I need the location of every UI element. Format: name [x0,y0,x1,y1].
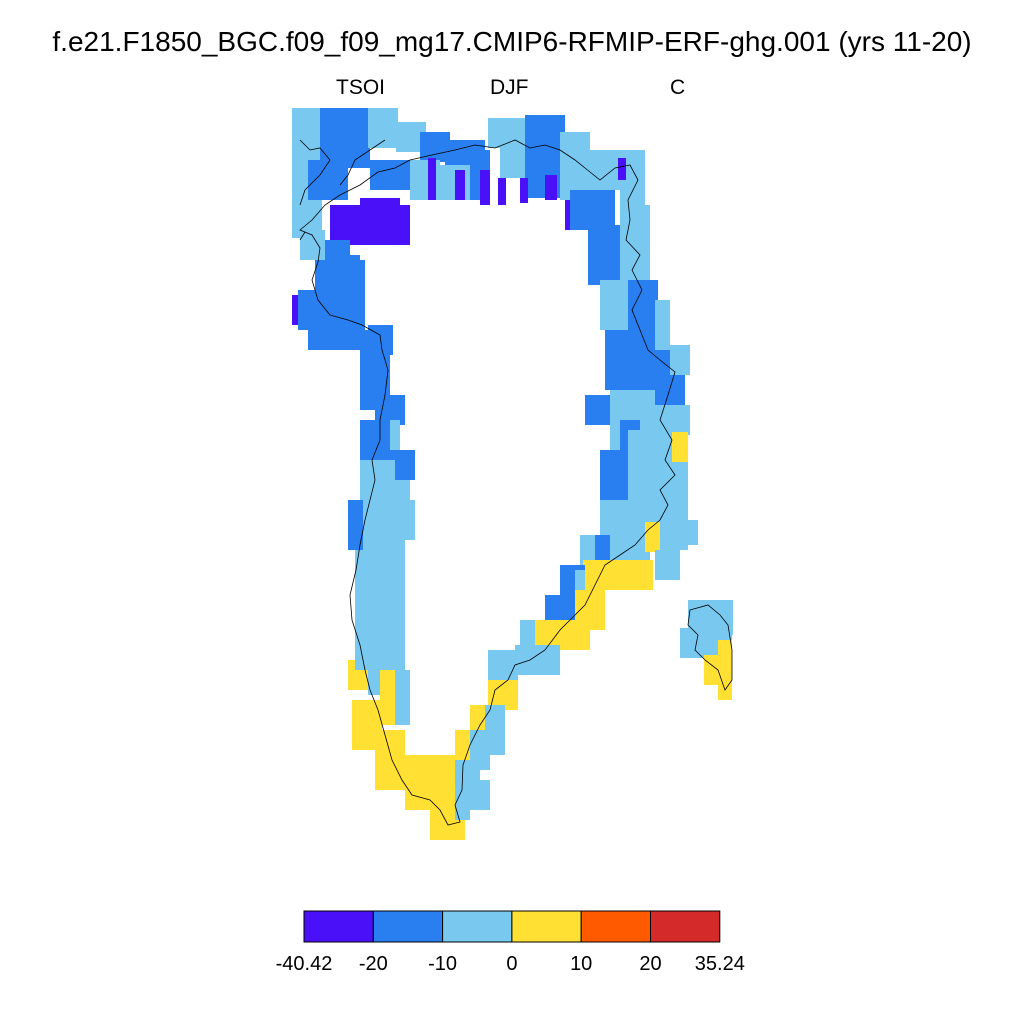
grid-cell [370,160,410,190]
colorbar-label: 0 [506,953,517,975]
grid-cell [470,780,490,810]
grid-cell [455,170,465,200]
coastline [299,139,733,826]
grid-cell [618,158,626,180]
colorbar-box [580,910,652,943]
grid-cell [292,295,302,325]
colorbar-box [442,910,513,943]
grid-cell [480,170,490,205]
grid-cell [545,175,557,200]
colorbar-box [303,910,374,943]
grid-cell [704,655,724,685]
grid-cell [298,290,323,330]
grid-cell [680,520,698,545]
grid-cell [405,500,415,540]
colorbar-box [372,910,444,943]
grid-cell [360,198,400,218]
grid-cell [655,300,670,350]
grid-cell [620,205,650,285]
grid-cells [292,108,733,840]
grid-cell [308,330,368,350]
grid-cell [498,178,506,205]
grid-cell [585,395,610,425]
variable-label: TSOI [336,76,386,99]
grid-cell [605,330,655,390]
units-label: C [670,76,686,99]
grid-cell [670,345,690,375]
grid-cell [520,178,528,203]
grid-cell [380,665,395,725]
grid-cell [600,450,630,505]
grid-cell [560,132,590,172]
season-label: DJF [490,76,529,99]
grid-cell [570,190,615,230]
colorbar-box [511,910,582,943]
colorbar-box [650,910,721,943]
colorbar-label: -20 [359,953,388,975]
grid-cell [595,535,610,563]
grid-cell [515,645,560,675]
colorbar-label: -40.42 [276,953,333,975]
grid-cell [368,665,383,695]
grid-cell [395,670,410,725]
grid-cell [348,500,363,550]
colorbar-label: 20 [639,953,661,975]
grid-cell [600,280,630,330]
grid-cell [672,432,688,462]
grid-cell [655,550,680,580]
grid-cell [455,730,470,760]
grid-cell [600,500,630,540]
grid-cell [488,650,518,680]
grid-cell [300,230,325,260]
grid-cell [428,158,436,200]
grid-cell [588,225,623,285]
colorbar-label: -10 [428,953,457,975]
colorbar-label: 10 [570,953,592,975]
grid-cell [500,148,525,178]
grid-cell [525,115,565,150]
grid-cell [390,420,400,450]
colorbar-label: 35.24 [695,953,745,975]
map-title: f.e21.F1850_BGC.f09_f09_mg17.CMIP6-RFMIP… [52,26,972,57]
